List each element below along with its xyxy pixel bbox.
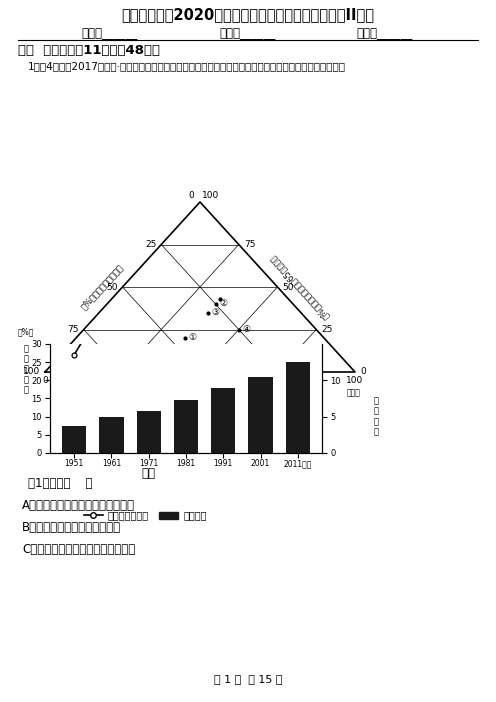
Text: 0: 0 [188, 191, 194, 200]
Text: 0: 0 [42, 376, 48, 385]
Text: ③: ③ [212, 308, 220, 317]
Text: 75: 75 [67, 325, 79, 334]
Text: 25: 25 [321, 325, 333, 334]
Bar [136, 411, 161, 453]
Text: 0: 0 [360, 368, 366, 376]
Text: C．经济发达，人口老龄化十分严重: C．经济发达，人口老龄化十分严重 [22, 543, 135, 556]
Text: B．人口容量大，人口问题突出: B．人口容量大，人口问题突出 [22, 521, 121, 534]
Text: 吉林省通化市2020版高一下学期地理期中考试试卷（II）卷: 吉林省通化市2020版高一下学期地理期中考试试卷（II）卷 [122, 7, 374, 22]
Text: ②: ② [220, 300, 228, 308]
Bar [99, 416, 124, 453]
Text: （%）老年人口比重（65岁以上）: （%）老年人口比重（65岁以上） [268, 253, 331, 321]
Text: 50: 50 [194, 376, 206, 385]
Text: 100: 100 [23, 368, 40, 376]
Text: 100: 100 [202, 191, 219, 200]
Text: 75: 75 [272, 376, 283, 385]
Text: 1．（4分）（2017高一下·湖北期末）图甲示意某国人口数量和每十年人口增长率状况。读图完成下列各题。: 1．（4分）（2017高一下·湖北期末）图甲示意某国人口数量和每十年人口增长率状… [28, 61, 346, 71]
Text: 25: 25 [145, 240, 156, 249]
Text: 人
口
数
量: 人 口 数 量 [373, 397, 378, 437]
Bar [286, 362, 310, 453]
Text: 姓名：______: 姓名：______ [82, 27, 138, 40]
Text: ①: ① [188, 333, 196, 343]
Text: （%）劳动年龄人口比重: （%）劳动年龄人口比重 [80, 263, 125, 312]
Bar [248, 376, 273, 453]
Text: 一、  单选题（共11题；共48分）: 一、 单选题（共11题；共48分） [18, 44, 160, 57]
Text: 75: 75 [244, 240, 255, 249]
Text: 100: 100 [346, 376, 364, 385]
Text: 25: 25 [117, 376, 128, 385]
Bar [62, 425, 86, 453]
Text: 班级：______: 班级：______ [220, 27, 276, 40]
Text: （1）该国（    ）: （1）该国（ ） [28, 477, 92, 490]
Text: 成绩：______: 成绩：______ [357, 27, 413, 40]
Text: （亿）: （亿） [347, 389, 361, 397]
Bar [174, 400, 198, 453]
Text: 图甲: 图甲 [142, 467, 156, 480]
Text: 人
口
增
长
率: 人 口 增 长 率 [23, 344, 28, 395]
Text: 0-14岁人口比重(%): 0-14岁人口比重(%) [164, 388, 236, 398]
Text: A．人口迁入率高，人口数量增加快: A．人口迁入率高，人口数量增加快 [22, 499, 135, 512]
Text: 50: 50 [106, 282, 118, 291]
Text: ④: ④ [243, 325, 251, 334]
Text: 50: 50 [283, 282, 294, 291]
Bar [211, 388, 236, 453]
Text: 图乙: 图乙 [193, 402, 207, 415]
Text: 第 1 页  共 15 页: 第 1 页 共 15 页 [214, 674, 282, 684]
Legend: 十年人口增长率, 人口数量: 十年人口增长率, 人口数量 [80, 507, 210, 524]
Text: （%）: （%） [17, 328, 34, 337]
